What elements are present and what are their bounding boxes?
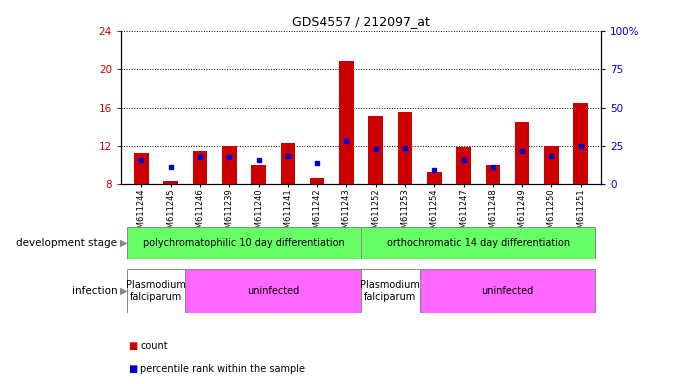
Bar — [126, 227, 361, 259]
Text: ■: ■ — [128, 364, 137, 374]
Bar — [397, 112, 413, 184]
Bar — [222, 146, 236, 184]
Text: Plasmodium
falciparum: Plasmodium falciparum — [126, 280, 186, 302]
Bar — [515, 122, 529, 184]
Text: percentile rank within the sample: percentile rank within the sample — [140, 364, 305, 374]
Bar — [281, 143, 295, 184]
Bar — [252, 165, 266, 184]
Bar — [134, 152, 149, 184]
Bar — [361, 269, 419, 313]
Bar — [544, 146, 559, 184]
Bar — [361, 227, 596, 259]
Text: development stage: development stage — [17, 238, 117, 248]
Text: polychromatophilic 10 day differentiation: polychromatophilic 10 day differentiatio… — [143, 238, 345, 248]
Text: orthochromatic 14 day differentiation: orthochromatic 14 day differentiation — [387, 238, 570, 248]
Text: ▶: ▶ — [120, 286, 128, 296]
Bar — [427, 172, 442, 184]
Text: uninfected: uninfected — [247, 286, 299, 296]
Bar — [574, 103, 588, 184]
Text: Plasmodium
falciparum: Plasmodium falciparum — [361, 280, 420, 302]
Text: ▶: ▶ — [120, 238, 128, 248]
Text: ■: ■ — [128, 341, 137, 351]
Bar — [126, 269, 185, 313]
Title: GDS4557 / 212097_at: GDS4557 / 212097_at — [292, 15, 430, 28]
Bar — [456, 147, 471, 184]
Bar — [185, 269, 361, 313]
Bar — [419, 269, 596, 313]
Text: count: count — [140, 341, 168, 351]
Bar — [486, 165, 500, 184]
Bar — [193, 151, 207, 184]
Text: uninfected: uninfected — [482, 286, 533, 296]
Bar — [339, 61, 354, 184]
Text: infection: infection — [72, 286, 117, 296]
Bar — [163, 182, 178, 184]
Bar — [310, 177, 325, 184]
Bar — [368, 116, 383, 184]
